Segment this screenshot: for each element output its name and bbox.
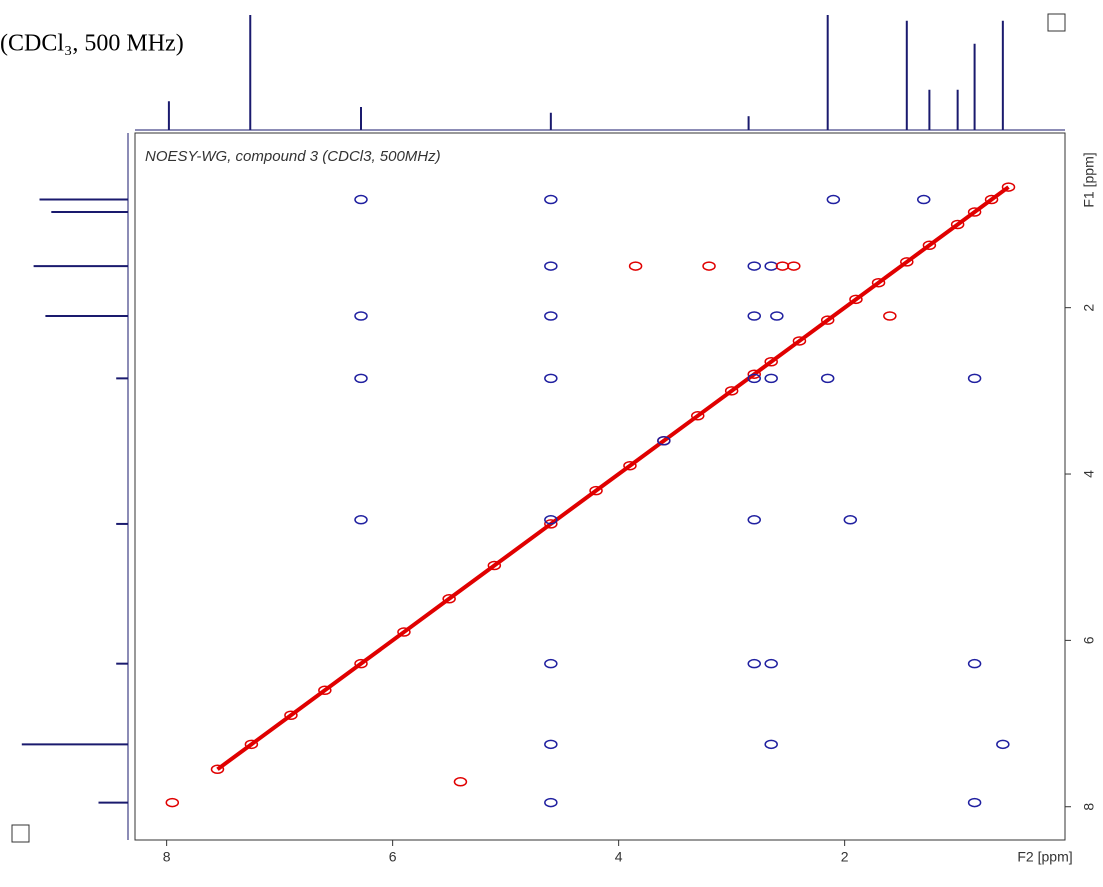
peak <box>764 658 778 669</box>
peak <box>657 436 671 446</box>
peak <box>764 739 778 750</box>
peak <box>967 373 982 384</box>
peak <box>487 560 502 571</box>
peak <box>747 311 761 321</box>
peak <box>628 261 643 271</box>
icon <box>11 824 30 843</box>
peak <box>589 485 603 496</box>
x-axis-label: F2 [ppm] <box>1017 849 1072 865</box>
y-axis-label: F1 [ppm] <box>1081 152 1097 207</box>
peak <box>820 315 835 325</box>
peak <box>849 294 863 305</box>
peak <box>544 311 558 321</box>
peak <box>747 369 761 379</box>
x-tick-label: 2 <box>841 849 849 865</box>
chart-title: (CDCl₃, 500 MHz) <box>0 31 184 57</box>
peak <box>922 240 937 251</box>
peak <box>442 594 456 604</box>
peak <box>792 336 807 346</box>
y-tick-label: 8 <box>1081 803 1097 811</box>
y-tick-label: 4 <box>1081 470 1097 478</box>
peak <box>544 797 558 808</box>
peak <box>967 207 982 217</box>
peak <box>284 710 298 720</box>
peak <box>883 311 897 321</box>
peak <box>354 194 368 205</box>
peak <box>950 219 965 230</box>
peak <box>318 685 332 696</box>
peak <box>826 194 841 205</box>
peak <box>764 356 778 367</box>
peak <box>544 515 558 525</box>
peak <box>544 519 558 529</box>
peak <box>996 739 1010 750</box>
peak <box>544 373 558 384</box>
peak <box>354 373 368 384</box>
x-tick-label: 6 <box>389 849 397 865</box>
peak <box>871 277 886 288</box>
peak <box>967 658 982 669</box>
annotation: NOESY-WG, compound 3 (CDCl3, 500MHz) <box>145 148 441 165</box>
peak <box>724 386 739 396</box>
peak <box>623 460 637 471</box>
peak <box>967 797 982 808</box>
x-tick-label: 8 <box>163 849 171 865</box>
y-tick-label: 6 <box>1081 636 1097 644</box>
peak <box>787 261 801 271</box>
peak <box>747 261 761 271</box>
peak <box>764 373 778 384</box>
peak <box>354 311 368 321</box>
peak <box>820 373 835 384</box>
peak <box>244 739 259 750</box>
peak <box>544 194 558 205</box>
peak <box>916 194 931 205</box>
peak <box>354 515 368 525</box>
peak <box>900 257 914 267</box>
peak <box>453 777 468 787</box>
peak <box>843 515 858 525</box>
peak <box>1001 182 1016 192</box>
icon <box>1047 13 1066 32</box>
x-tick-label: 4 <box>615 849 623 865</box>
peak <box>210 764 225 775</box>
peak <box>747 515 761 525</box>
peak <box>165 797 180 808</box>
peak <box>354 658 368 669</box>
peak <box>544 261 558 271</box>
peak <box>690 411 705 421</box>
peak <box>397 627 411 637</box>
peak <box>984 194 999 205</box>
peak <box>770 311 784 321</box>
peak <box>544 739 558 750</box>
peak <box>747 373 761 384</box>
peak <box>544 658 558 669</box>
peak <box>747 658 761 669</box>
y-tick-label: 2 <box>1081 304 1097 312</box>
peak <box>702 261 716 271</box>
